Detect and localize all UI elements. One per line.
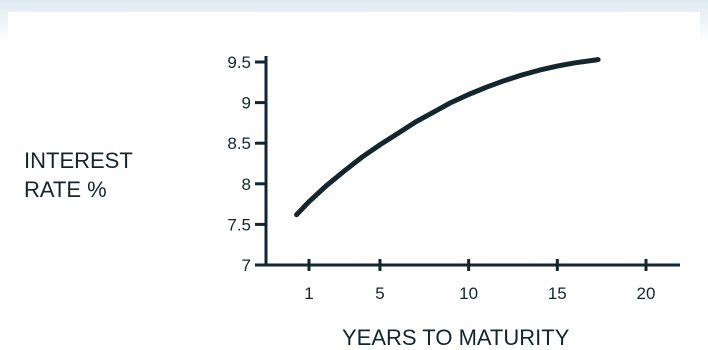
ticks: 77.588.599.51 5 10 15 20 <box>227 53 655 303</box>
y-tick-label: 9 <box>242 94 251 113</box>
x-tick-label: 5 <box>375 284 384 303</box>
x-tick-label: 10 <box>459 284 478 303</box>
x-tick-label: 15 <box>548 284 567 303</box>
series <box>294 57 601 218</box>
y-tick-label: 7 <box>242 256 251 275</box>
x-tick-label: 1 <box>304 284 313 303</box>
y-tick-label: 8 <box>242 175 251 194</box>
series-line <box>294 57 601 218</box>
y-tick-label: 9.5 <box>227 53 251 72</box>
yield-curve-chart: 77.588.599.51 5 10 15 20 INTEREST RATE % YEA… <box>24 53 680 350</box>
y-axis-title-line-2: RATE % <box>24 177 107 202</box>
x-tick-label: 20 <box>637 284 656 303</box>
axes <box>264 56 680 267</box>
x-axis-title: YEARS TO MATURITY <box>342 325 570 350</box>
y-tick-label: 7.5 <box>227 215 251 234</box>
chart-panel: 7 7.5 8 8.5 9 9.5 1 5 10 15 20 INTEREST RATE % YEA… <box>8 12 700 350</box>
y-axis-title-line-1: INTEREST <box>24 148 133 173</box>
y-tick-label: 8.5 <box>227 134 251 153</box>
